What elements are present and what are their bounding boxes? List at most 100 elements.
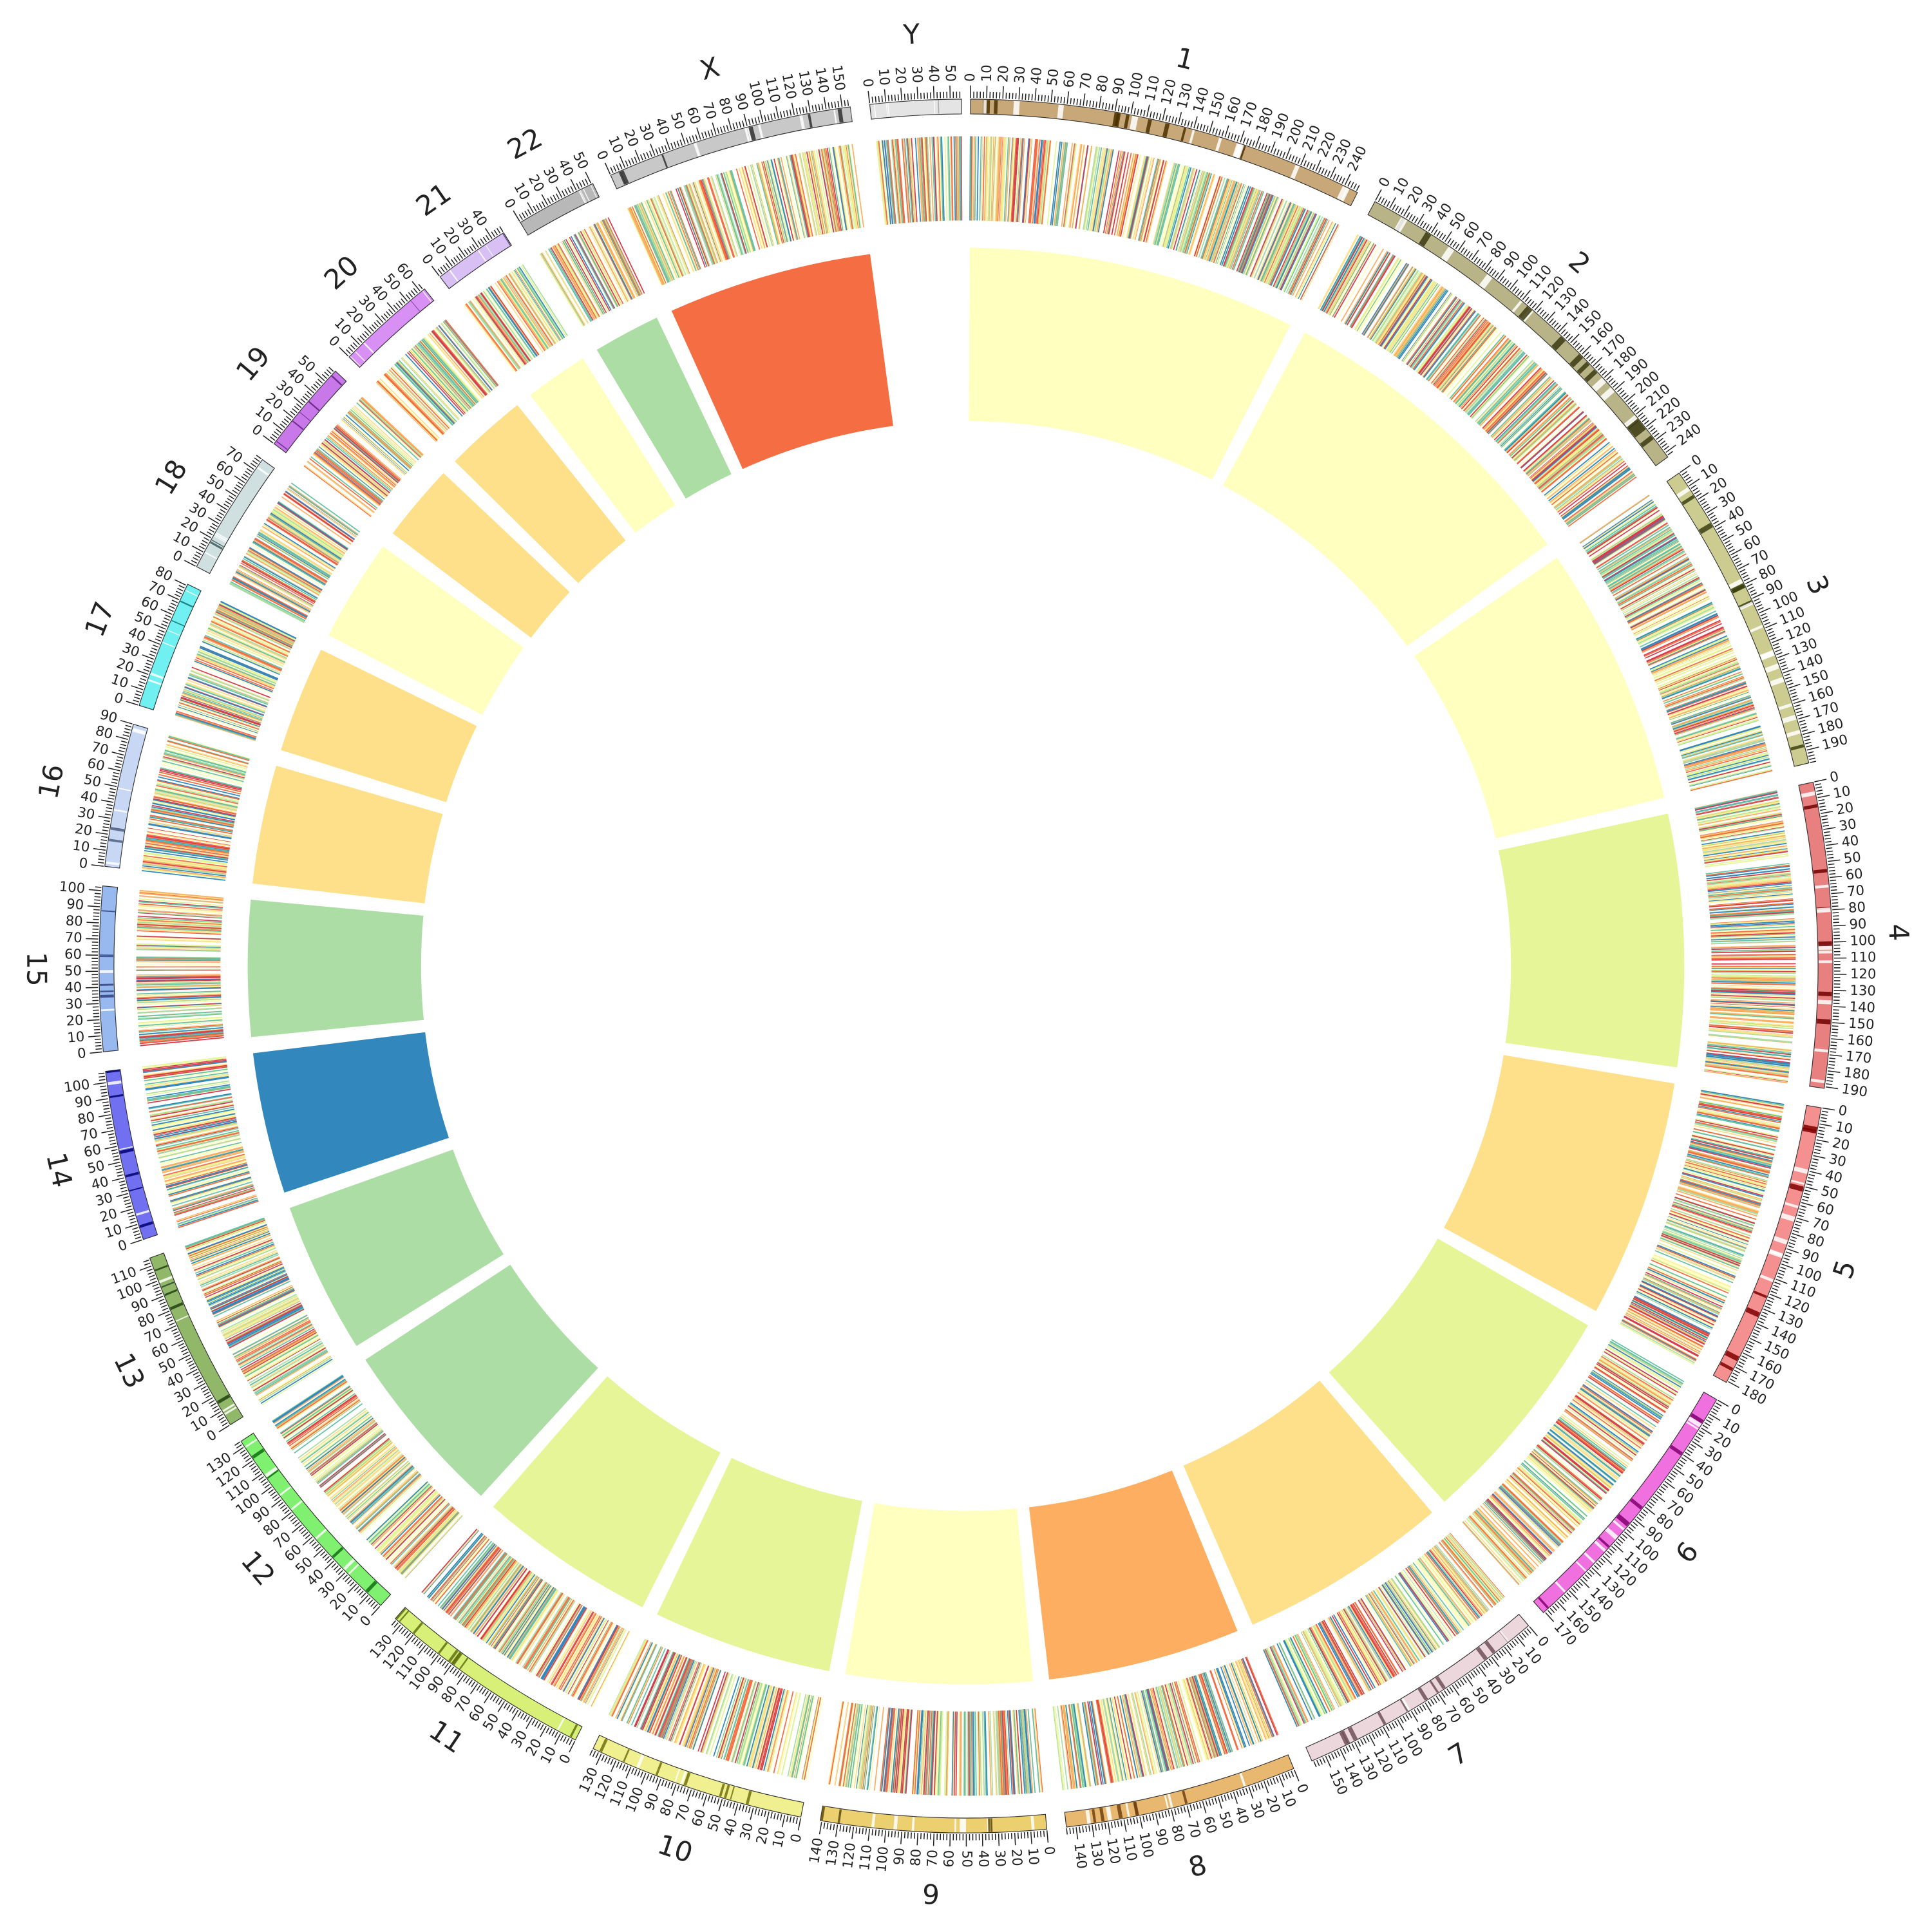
heatmap-stripe xyxy=(881,140,891,225)
heatmap-stripe xyxy=(550,1611,594,1685)
heatmap-stripe xyxy=(253,540,327,585)
summary-block-chr2 xyxy=(1223,332,1548,647)
heatmap-stripe xyxy=(448,1548,502,1615)
heatmap-stripe xyxy=(1622,1318,1698,1360)
heatmap-stripe xyxy=(1443,1537,1499,1604)
heatmap-stripe xyxy=(442,321,497,388)
heatmap-stripe xyxy=(1576,1394,1646,1443)
heatmap-stripe xyxy=(1348,1605,1392,1679)
heatmap-stripe xyxy=(151,810,234,827)
heatmap-stripe xyxy=(203,1260,281,1294)
heatmap-stripe xyxy=(996,137,1002,222)
heatmap-stripe xyxy=(984,136,988,221)
heatmap-stripe xyxy=(1338,1611,1381,1685)
heatmap-stripe xyxy=(216,1286,294,1324)
heatmap-stripe xyxy=(1405,1567,1456,1636)
heatmap-stripe xyxy=(234,1318,310,1359)
heatmap-stripe xyxy=(1674,1198,1755,1226)
heatmap-stripe xyxy=(489,286,538,356)
heatmap-stripe xyxy=(1711,982,1796,986)
heatmap-stripe xyxy=(1700,820,1783,837)
heatmap-stripe xyxy=(323,440,390,495)
heatmap-stripe xyxy=(1459,344,1517,408)
heatmap-stripe xyxy=(725,1679,751,1761)
heatmap-stripe xyxy=(801,1696,820,1780)
heatmap-stripe xyxy=(1565,1408,1634,1460)
heatmap-stripe xyxy=(1519,409,1582,467)
heatmap-stripe xyxy=(1651,639,1730,674)
heatmap-stripe xyxy=(333,428,399,484)
heatmap-stripe xyxy=(1376,273,1424,345)
heatmap-stripe xyxy=(1628,585,1704,625)
heatmap-stripe xyxy=(151,1108,235,1126)
heatmap-stripe xyxy=(583,1627,623,1703)
heatmap-stripe xyxy=(1604,538,1678,583)
heatmap-stripe xyxy=(1692,1131,1776,1151)
heatmap-stripe xyxy=(1622,1319,1697,1361)
heatmap-stripe xyxy=(475,1566,526,1636)
heatmap-stripe xyxy=(661,1659,694,1739)
heatmap-stripe xyxy=(1208,181,1238,261)
heatmap-stripe xyxy=(1533,1449,1598,1505)
heatmap-stripe xyxy=(1600,1356,1674,1401)
heatmap-stripe xyxy=(136,956,221,959)
heatmap-stripe xyxy=(1664,676,1744,707)
heatmap-stripe xyxy=(272,1376,344,1423)
heatmap-stripe xyxy=(1466,1518,1524,1582)
heatmap-stripe xyxy=(1613,553,1687,596)
heatmap-stripe xyxy=(1120,154,1139,237)
heatmap-stripe xyxy=(1488,373,1548,435)
heatmap-stripe xyxy=(1097,1700,1113,1783)
heatmap-stripe xyxy=(1277,212,1314,289)
heatmap-stripe xyxy=(925,1710,931,1795)
heatmap-stripe xyxy=(1711,978,1796,981)
heatmap-stripe xyxy=(325,1440,392,1495)
heatmap-stripe xyxy=(321,442,388,497)
heatmap-stripe xyxy=(272,1375,344,1423)
heatmap-stripe xyxy=(1276,1643,1313,1721)
heatmap-stripe xyxy=(1504,1480,1567,1540)
heatmap-stripe xyxy=(1689,762,1771,784)
heatmap-stripe xyxy=(759,162,782,244)
heatmap-stripe xyxy=(1526,1457,1591,1513)
heatmap-stripe xyxy=(146,1084,231,1099)
heatmap-stripe xyxy=(1644,1274,1722,1311)
heatmap-stripe xyxy=(659,1658,692,1738)
heatmap-stripe xyxy=(138,1013,222,1020)
heatmap-stripe xyxy=(358,1473,421,1532)
heatmap-stripe xyxy=(163,753,245,777)
heatmap-stripe xyxy=(498,279,547,350)
heatmap-stripe xyxy=(417,343,474,407)
heatmap-stripe xyxy=(1193,1675,1221,1756)
heatmap-stripe xyxy=(1594,518,1666,565)
heatmap-stripe xyxy=(1691,1136,1774,1157)
heatmap-stripe xyxy=(202,1256,280,1291)
heatmap-stripe xyxy=(974,1711,977,1796)
heatmap-stripe xyxy=(1700,825,1785,841)
heatmap-stripe xyxy=(1707,878,1792,889)
heatmap-stripe xyxy=(1157,164,1180,246)
heatmap-stripe xyxy=(588,227,628,303)
heatmap-stripe xyxy=(334,1449,399,1506)
heatmap-stripe xyxy=(1013,1710,1020,1794)
heatmap-stripe xyxy=(1307,1628,1348,1704)
heatmap-stripe xyxy=(1709,898,1794,907)
heatmap-stripe xyxy=(269,515,340,562)
heatmap-stripe xyxy=(1705,1057,1790,1068)
summary-block-chr16 xyxy=(252,765,443,904)
heatmap-stripe xyxy=(661,193,694,272)
heatmap-stripe xyxy=(844,145,858,229)
heatmap-stripe xyxy=(1412,301,1464,370)
heatmap-stripe xyxy=(481,1571,532,1641)
heatmap-stripe xyxy=(1625,1312,1701,1354)
heatmap-stripe xyxy=(1605,540,1680,585)
heatmap-stripe xyxy=(1539,1443,1604,1498)
heatmap-stripe xyxy=(636,1650,671,1728)
heatmap-stripe xyxy=(1493,1492,1555,1553)
heatmap-stripe xyxy=(741,1683,766,1765)
heatmap-stripe xyxy=(1689,1145,1772,1167)
heatmap-stripe xyxy=(356,402,419,460)
heatmap-stripe xyxy=(178,705,258,733)
heatmap-stripe xyxy=(456,1554,509,1622)
heatmap-stripe xyxy=(1710,1005,1795,1012)
